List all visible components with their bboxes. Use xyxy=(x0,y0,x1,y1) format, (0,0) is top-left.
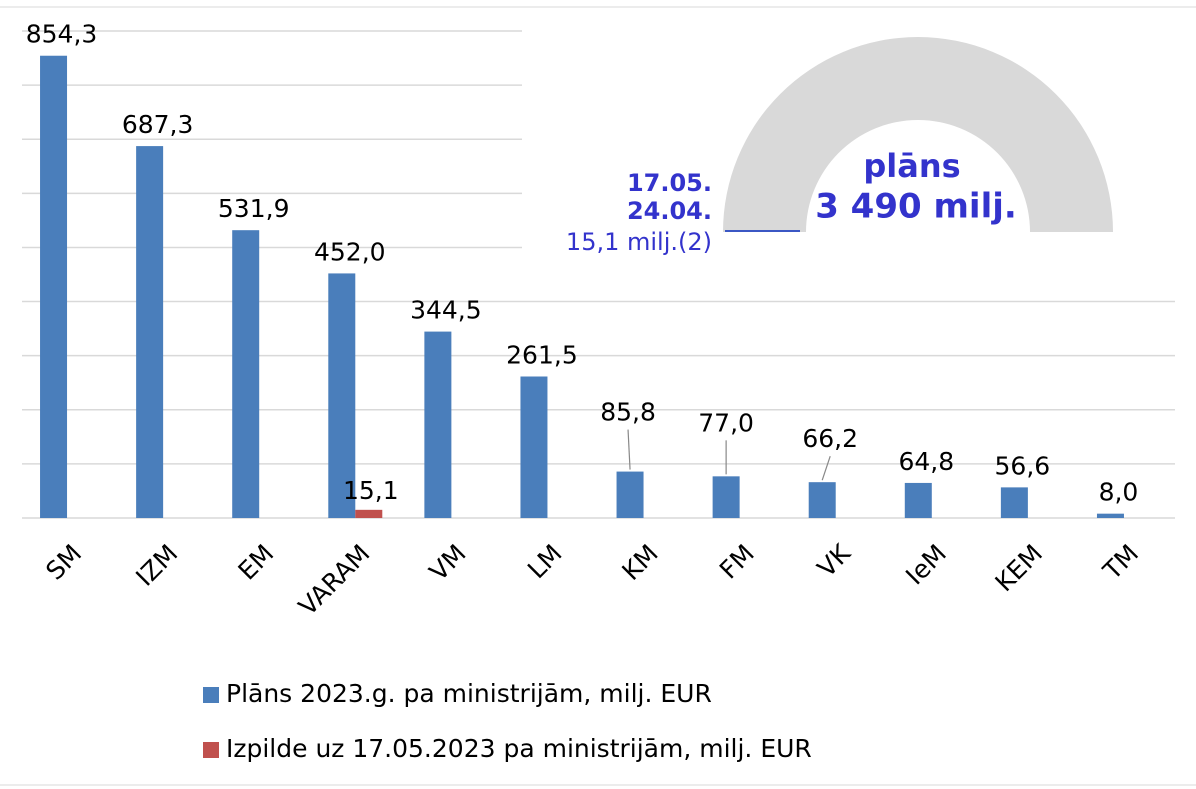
value-label: 261,5 xyxy=(506,340,578,369)
leader-line xyxy=(627,429,631,470)
bar xyxy=(808,482,836,518)
bar xyxy=(1096,513,1124,518)
legend-label: Plāns 2023.g. pa ministrijām, milj. EUR xyxy=(226,679,712,708)
value-label: 531,9 xyxy=(218,194,290,223)
value-label: 77,0 xyxy=(698,408,754,437)
leader-line xyxy=(821,455,831,481)
gauge-title: plāns xyxy=(863,147,960,185)
bar xyxy=(904,482,932,518)
bar xyxy=(40,55,68,518)
gauge-date: 17.05. xyxy=(627,169,712,197)
gauge-done: 15,1 milj.(2) xyxy=(566,228,712,256)
bar xyxy=(355,509,383,518)
bar xyxy=(328,273,356,518)
value-label: 85,8 xyxy=(600,398,656,427)
bar xyxy=(1000,487,1028,518)
legend-swatch xyxy=(203,687,219,703)
bar xyxy=(616,471,644,518)
value-label: 452,0 xyxy=(314,237,386,266)
value-label: 15,1 xyxy=(343,476,399,505)
bar xyxy=(136,146,164,518)
bar xyxy=(232,230,260,519)
bar xyxy=(712,476,740,518)
value-label: 344,5 xyxy=(410,296,482,325)
value-label: 56,6 xyxy=(995,451,1051,480)
gauge-date: 24.04. xyxy=(627,197,712,225)
legend-swatch xyxy=(203,742,219,758)
value-label: 66,2 xyxy=(802,424,858,453)
gauge: plāns 3 490 milj. 17.05. 24.04. 15,1 mil… xyxy=(522,20,1182,282)
value-label: 854,3 xyxy=(26,20,98,49)
value-label: 687,3 xyxy=(122,110,194,139)
bar xyxy=(520,376,548,518)
value-label: 64,8 xyxy=(898,447,954,476)
gauge-arc xyxy=(723,37,1113,232)
gauge-total: 3 490 milj. xyxy=(815,187,1017,227)
bar xyxy=(424,331,452,518)
legend-label: Izpilde uz 17.05.2023 pa ministrijām, mi… xyxy=(226,734,812,763)
value-label: 8,0 xyxy=(1099,478,1139,507)
